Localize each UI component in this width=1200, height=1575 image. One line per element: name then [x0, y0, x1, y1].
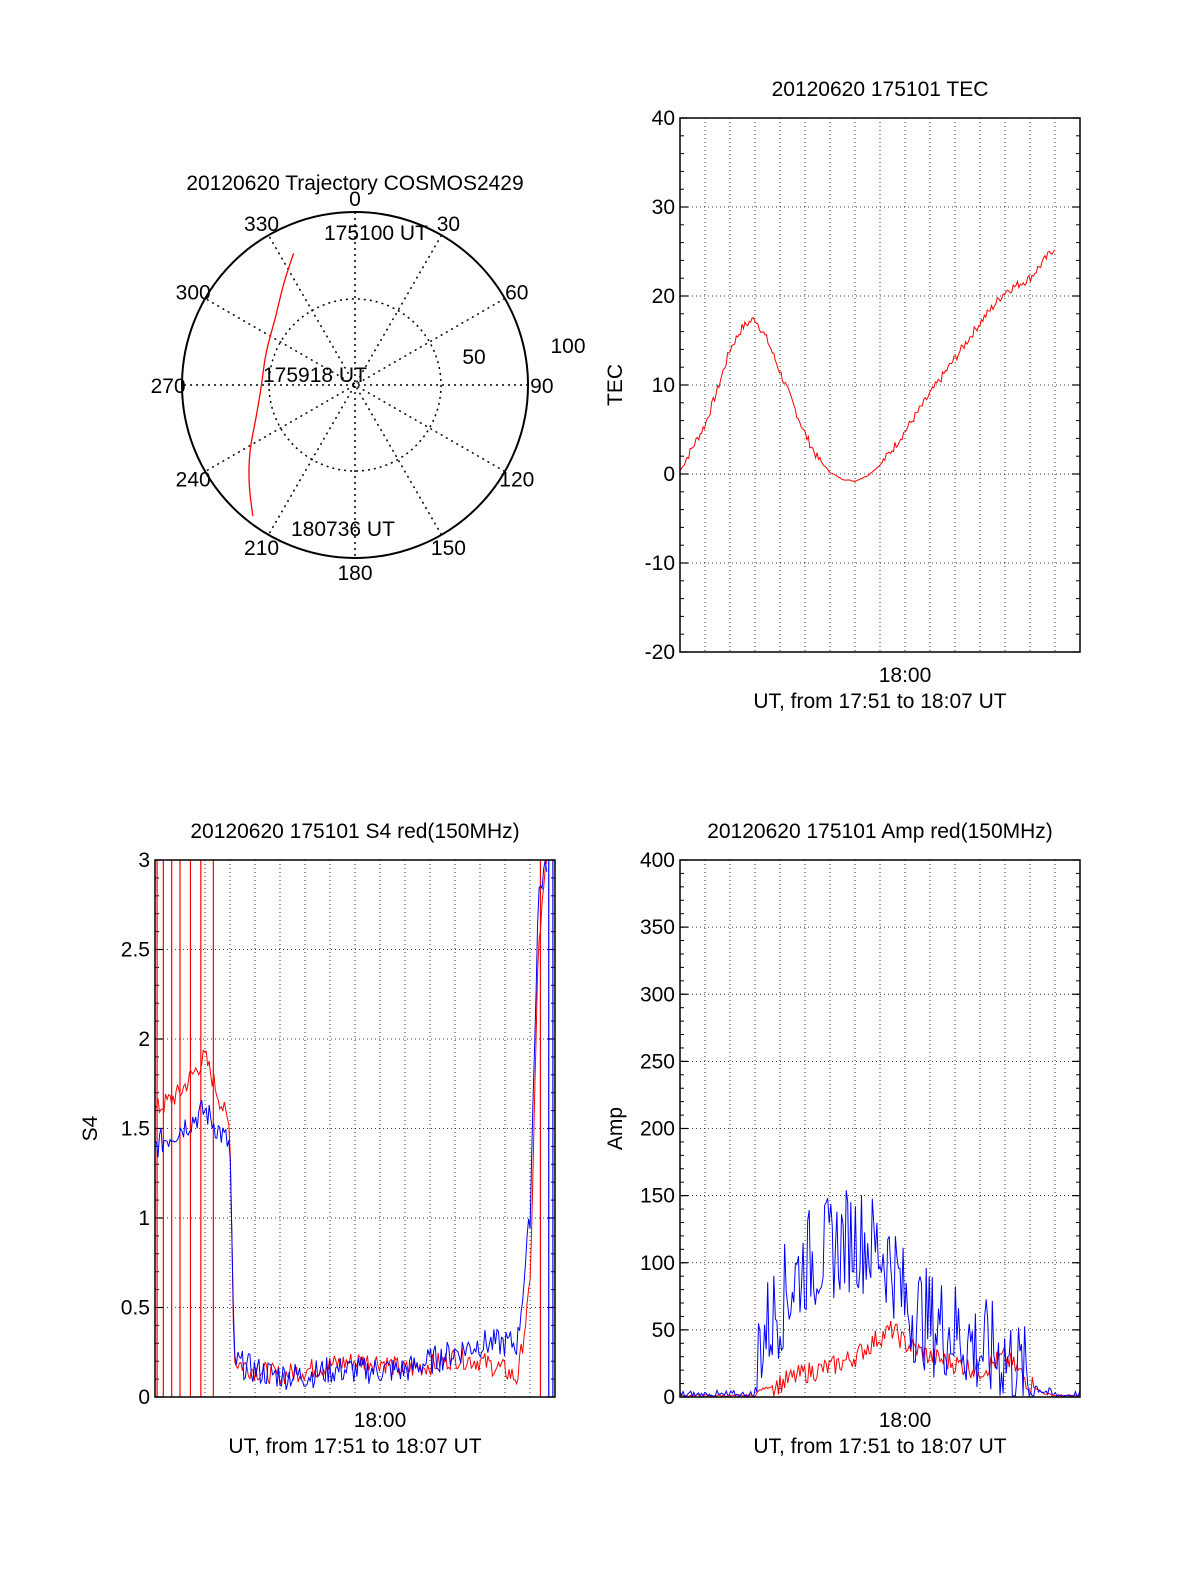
y-tick-label: 0	[138, 1386, 150, 1409]
amp-title: 20120620 175101 Amp red(150MHz)	[707, 820, 1053, 843]
azimuth-label-150: 150	[431, 537, 466, 560]
y-tick-label: 0	[663, 1386, 675, 1409]
radial-label-100: 100	[550, 335, 585, 358]
tec-y-ticks: -20 -10 0 10 20 30 40	[645, 107, 1080, 664]
tec-chart: 20120620 175101 TEC -20 -10 0 10 20 30 40 18:0…	[604, 78, 1081, 713]
polar-title: 20120620 Trajectory COSMOS2429	[186, 172, 523, 195]
y-tick-label: 10	[652, 374, 675, 397]
y-tick-label: 400	[640, 849, 675, 872]
polar-spoke-30	[267, 234, 443, 536]
y-tick-label: 40	[652, 107, 675, 130]
tec-title: 20120620 175101 TEC	[772, 78, 989, 101]
y-tick-label: 200	[640, 1118, 675, 1141]
polar-spoke-60	[204, 297, 506, 473]
y-tick-label: 30	[652, 196, 675, 219]
series-line-0	[154, 859, 548, 1386]
s4-x-tick-label: 18:00	[354, 1409, 407, 1432]
tec-series	[679, 249, 1056, 483]
s4-title: 20120620 175101 S4 red(150MHz)	[190, 820, 519, 843]
amp-plot-frame	[679, 859, 1081, 1398]
y-tick-label: 50	[652, 1319, 675, 1342]
y-tick-label: 250	[640, 1050, 675, 1073]
amp-y-ticks: 0 50 100 150 200 250 300 350 400	[640, 849, 1080, 1409]
tec-y-axis-label: TEC	[604, 364, 627, 406]
azimuth-label-0: 0	[349, 188, 361, 211]
series-line-0	[679, 1320, 1081, 1398]
azimuth-label-30: 30	[437, 213, 460, 236]
azimuth-label-60: 60	[505, 282, 528, 305]
amp-chart: 20120620 175101 Amp red(150MHz) 0 50 100 15…	[604, 820, 1081, 1458]
amp-x-tick-label: 18:00	[879, 1409, 932, 1432]
series-line-0	[679, 249, 1056, 483]
azimuth-label-300: 300	[176, 282, 211, 305]
y-tick-label: 0.5	[121, 1297, 150, 1320]
amp-series	[679, 1190, 1081, 1398]
annotation-mid-time: 175918 UT	[263, 364, 367, 387]
polar-spoke-120	[204, 297, 506, 473]
y-tick-label: 1.5	[121, 1118, 150, 1141]
y-tick-label: 2	[138, 1028, 150, 1051]
azimuth-label-270: 270	[151, 375, 186, 398]
polar-spokes	[182, 212, 528, 558]
tec-plot-frame	[679, 117, 1081, 653]
y-tick-label: 0	[663, 463, 675, 486]
tec-grid	[680, 118, 1080, 652]
y-tick-label: 2.5	[121, 939, 150, 962]
y-tick-label: 100	[640, 1252, 675, 1275]
polar-trajectory-chart: 20120620 Trajectory COSMOS2429 0 30 60 90 12…	[151, 172, 586, 585]
azimuth-label-120: 120	[499, 468, 534, 491]
amp-y-axis-label: Amp	[604, 1107, 627, 1150]
radial-label-50: 50	[462, 346, 485, 369]
azimuth-label-90: 90	[530, 375, 553, 398]
azimuth-labels: 0 30 60 90 120 150 180 210 240 270 300 330	[151, 188, 554, 585]
annotation-start-time: 175100 UT	[324, 222, 428, 245]
amp-x-axis-label: UT, from 17:51 to 18:07 UT	[753, 1435, 1006, 1458]
polar-spoke-150	[267, 234, 443, 536]
y-tick-label: 300	[640, 983, 675, 1006]
y-tick-label: -20	[645, 641, 675, 664]
y-tick-label: 1	[138, 1207, 150, 1230]
y-tick-label: 150	[640, 1185, 675, 1208]
azimuth-label-240: 240	[176, 468, 211, 491]
amp-grid	[680, 860, 1080, 1397]
series-line-1	[154, 859, 548, 1390]
tec-x-tick-label: 18:00	[879, 664, 932, 687]
tec-x-axis-label: UT, from 17:51 to 18:07 UT	[753, 690, 1006, 713]
y-tick-label: 350	[640, 916, 675, 939]
polar-inner-ring	[268, 298, 442, 472]
s4-x-axis-label: UT, from 17:51 to 18:07 UT	[228, 1435, 481, 1458]
s4-plot-frame	[154, 859, 556, 1398]
series-line-1	[679, 1190, 1081, 1398]
azimuth-label-210: 210	[244, 537, 279, 560]
s4-chart: 20120620 175101 S4 red(150MHz) 0 0.5 1 1.5 2…	[79, 820, 556, 1458]
y-tick-label: -10	[645, 552, 675, 575]
trajectory-line	[248, 253, 295, 516]
y-tick-label: 20	[652, 285, 675, 308]
s4-y-axis-label: S4	[79, 1115, 102, 1141]
s4-grid	[155, 860, 555, 1397]
azimuth-label-330: 330	[244, 213, 279, 236]
annotation-end-time: 180736 UT	[291, 518, 395, 541]
azimuth-label-180: 180	[337, 562, 372, 585]
y-tick-label: 3	[138, 849, 150, 872]
s4-series	[154, 859, 554, 1397]
